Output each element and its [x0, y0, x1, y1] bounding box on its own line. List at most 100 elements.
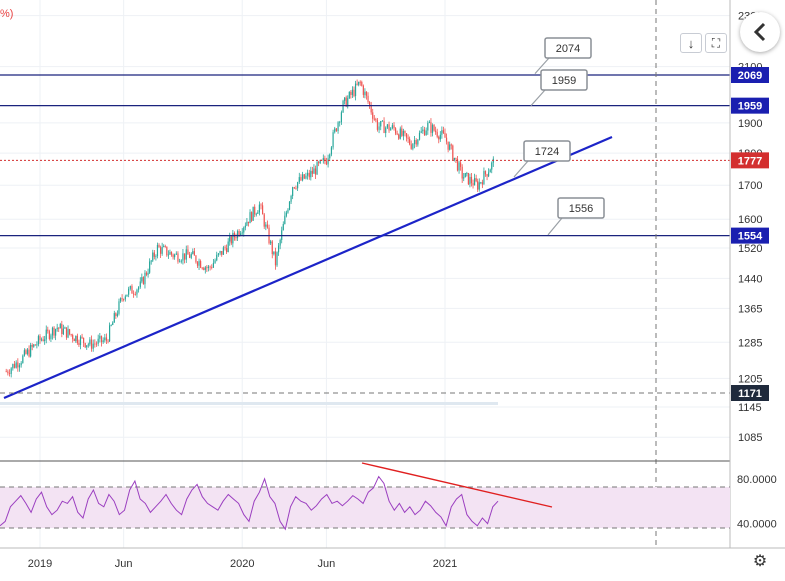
y-tick-label: 1145 — [738, 402, 762, 414]
candle-body — [212, 262, 215, 268]
callout-pointer — [530, 89, 546, 107]
candle-body — [425, 130, 427, 136]
candle-body — [188, 254, 191, 258]
candle-body — [418, 132, 421, 140]
candle-body — [390, 128, 392, 131]
support-trendline[interactable] — [3, 135, 613, 400]
candle-body — [221, 250, 223, 255]
callout-box[interactable] — [544, 37, 592, 59]
candle-body — [353, 89, 355, 96]
candle-body — [385, 127, 387, 133]
callout-label: 1959 — [552, 75, 576, 87]
candle-body — [229, 236, 231, 242]
rsi-tick-label: 80.0000 — [737, 474, 777, 486]
candle-body — [431, 125, 434, 133]
callout-box[interactable] — [540, 69, 588, 91]
candle-body — [430, 122, 432, 133]
candle-body — [308, 172, 310, 178]
candle-body — [398, 134, 400, 139]
candle-body — [34, 344, 36, 346]
candle-body — [37, 336, 40, 345]
candle-body — [42, 339, 44, 341]
candle-body — [83, 337, 85, 344]
candle-body — [472, 183, 474, 186]
candle-body — [265, 224, 267, 227]
candle-body — [150, 260, 152, 262]
candle-body — [444, 132, 446, 138]
candle-body — [139, 281, 141, 288]
candle-body — [15, 362, 17, 368]
candle-body — [325, 161, 328, 165]
candle-body — [435, 130, 437, 133]
candle-body — [159, 247, 162, 254]
candle-body — [195, 255, 197, 263]
candle-body — [399, 128, 401, 139]
candle-body — [334, 128, 336, 133]
candle-body — [250, 212, 253, 221]
candle-body — [391, 125, 393, 129]
candle-body — [116, 313, 119, 316]
candle-body — [31, 344, 33, 347]
callout-pointer — [547, 217, 563, 236]
candle-body — [236, 231, 239, 239]
candle-body — [449, 144, 451, 150]
candle-body — [192, 251, 194, 254]
candle-body — [486, 174, 488, 177]
price-tag-box — [731, 97, 769, 114]
y-tick-label: 1085 — [738, 432, 762, 444]
candle-body — [184, 253, 186, 260]
candle-body — [100, 335, 103, 343]
candle-body — [348, 91, 350, 99]
settings-gear-icon[interactable]: ⚙ — [752, 553, 768, 570]
candle-body — [232, 233, 234, 244]
x-tick-label: Jun — [115, 558, 133, 570]
fullscreen-button[interactable]: ⛶ — [705, 33, 727, 53]
candle-body — [428, 122, 430, 123]
candle-body — [404, 130, 406, 134]
candle-body — [155, 256, 157, 257]
candle-body — [369, 101, 371, 106]
candle-body — [10, 368, 12, 374]
callout-box[interactable] — [523, 140, 571, 162]
candle-body — [373, 118, 375, 120]
candle-body — [198, 261, 200, 266]
candle-body — [118, 301, 120, 314]
candle-body — [316, 162, 318, 175]
candle-body — [81, 336, 83, 338]
candle-body — [121, 298, 123, 300]
candle-body — [153, 252, 155, 257]
horizontal-levels — [0, 74, 730, 237]
candle-body — [95, 343, 98, 345]
candle-body — [126, 294, 128, 297]
candle-body — [17, 362, 19, 368]
candle-body — [491, 162, 493, 170]
candle-body — [158, 245, 160, 248]
candle-body — [271, 241, 273, 255]
candle-body — [68, 329, 71, 335]
candle-body — [324, 158, 326, 162]
candle-body — [185, 249, 187, 260]
candle-body — [163, 246, 165, 248]
candle-body — [204, 267, 206, 270]
candle-body — [410, 144, 412, 149]
candle-body — [40, 339, 43, 341]
candle-body — [18, 365, 21, 368]
candle-body — [84, 343, 86, 348]
candle-body — [420, 131, 422, 133]
candle-body — [13, 363, 16, 368]
x-tick-label: 2019 — [28, 558, 52, 570]
candle-body — [207, 266, 210, 268]
collapse-panel-button[interactable] — [740, 12, 780, 52]
scroll-down-button[interactable]: ↓ — [680, 33, 702, 53]
candle-body — [273, 251, 275, 255]
callout-box[interactable] — [557, 197, 605, 219]
candle-body — [423, 129, 426, 136]
candle-body — [417, 139, 419, 145]
candle-body — [33, 344, 35, 347]
candle-body — [12, 363, 14, 369]
candle-body — [209, 266, 211, 268]
rsi-trendline[interactable] — [361, 462, 553, 508]
y-tick-label: 1700 — [738, 180, 762, 192]
candle-body — [314, 168, 317, 175]
